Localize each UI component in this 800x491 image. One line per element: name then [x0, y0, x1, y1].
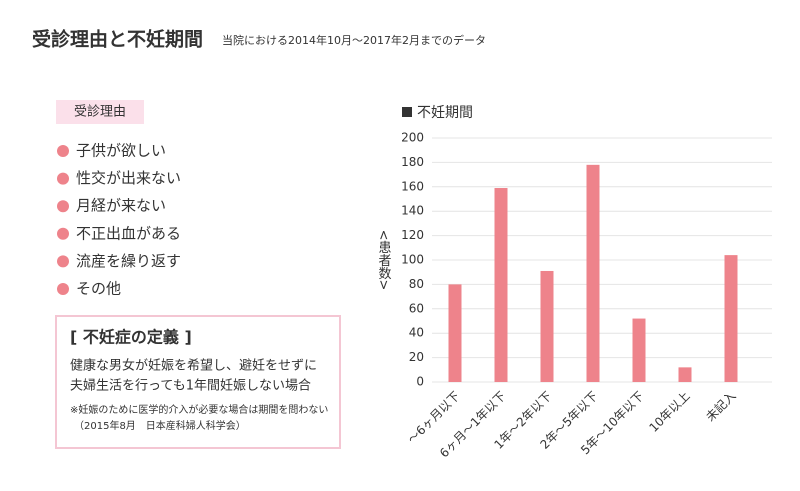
bullet — [57, 255, 69, 268]
bar — [632, 318, 646, 382]
y-tick-label: 80 — [409, 277, 424, 291]
y-tick-label: 0 — [416, 375, 424, 389]
definition-body: 健康な男女が妊娠を希望し、避妊をせずに — [70, 358, 317, 374]
y-tick-label: 160 — [401, 179, 424, 193]
page-title: 受診理由と不妊期間 — [32, 28, 203, 51]
reasons-title: 受診理由 — [74, 104, 126, 120]
bullet — [57, 145, 69, 157]
y-tick-label: 200 — [401, 131, 424, 145]
reason-item: その他 — [76, 280, 121, 298]
bar — [586, 164, 600, 382]
definition-box — [55, 315, 341, 449]
bar — [448, 284, 462, 382]
reason-item: 子供が欲しい — [76, 142, 166, 160]
bar — [678, 367, 692, 382]
chart-title: 不妊期間 — [417, 105, 473, 121]
reason-item: 性交が出来ない — [76, 169, 181, 187]
reason-item: 不正出血がある — [76, 224, 181, 242]
y-tick-label: 60 — [409, 301, 424, 315]
bullet — [57, 283, 69, 295]
definition-body: 夫婦生活を行っても1年間妊娠しない場合 — [70, 378, 311, 394]
definition-note: ※妊娠のために医学的介入が必要な場合は期間を問わない — [70, 403, 328, 416]
reason-item: 月経が来ない — [76, 197, 166, 215]
y-tick-label: 140 — [401, 204, 424, 218]
bullet — [57, 227, 69, 240]
bullet — [57, 200, 69, 213]
y-axis-label: <患者数> — [376, 230, 392, 291]
reason-item: 流産を繰り返す — [76, 252, 181, 270]
y-tick-label: 120 — [401, 228, 424, 242]
y-tick-label: 20 — [409, 350, 424, 364]
page-subtitle: 当院における2014年10月～2017年2月までのデータ — [222, 33, 486, 47]
chart-title-marker — [402, 107, 412, 117]
y-tick-label: 40 — [409, 326, 424, 340]
definition-note: （2015年8月 日本産科婦人科学会） — [74, 419, 246, 432]
definition-title: [ 不妊症の定義 ] — [70, 328, 192, 347]
y-tick-label: 180 — [401, 155, 424, 169]
x-tick-label: 未記入 — [703, 388, 739, 424]
reasons-header-bg — [56, 100, 144, 124]
y-tick-label: 100 — [401, 253, 424, 267]
bar — [540, 270, 554, 382]
bar — [724, 255, 738, 382]
x-tick-label: 10年以上 — [646, 389, 692, 435]
bullet — [57, 172, 69, 185]
bar — [494, 188, 508, 382]
